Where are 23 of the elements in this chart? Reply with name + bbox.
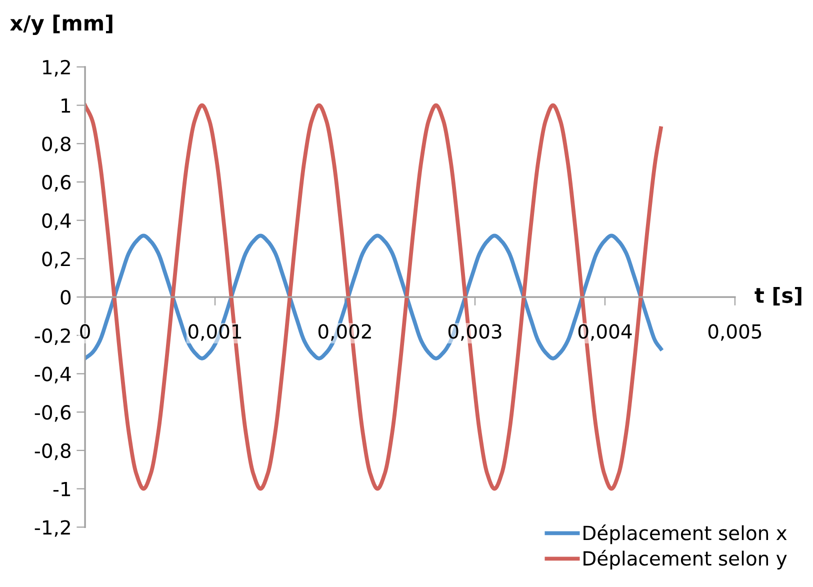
x-tick-label: 0,001 (188, 324, 242, 341)
y-tick-label: 1,2 (43, 60, 70, 77)
x-tick-label: 0,003 (448, 324, 502, 341)
y-tick-label: 0 (60, 290, 71, 305)
y-tick-label: 1 (62, 98, 70, 113)
y-tick-label: -0,4 (34, 366, 71, 384)
y-axis-title: x/y [mm] (10, 14, 112, 35)
legend-label: Déplacement selon x (584, 524, 787, 544)
y-tick-label: -1 (53, 482, 70, 496)
y-tick-label: 0,4 (42, 213, 71, 230)
legend-label: Déplacement selon y (584, 550, 787, 570)
y-tick-label: -0,2 (34, 328, 70, 346)
x-tick-label: 0,002 (318, 324, 371, 341)
x-tick-label: 0,005 (708, 324, 762, 341)
y-tick-label: -0,8 (34, 443, 71, 460)
y-tick-label: -0,6 (34, 405, 71, 422)
y-tick-label: 0,2 (42, 252, 70, 268)
x-tick-label: 0,004 (578, 324, 632, 341)
y-tick-label: 0,6 (42, 174, 71, 192)
y-tick-label: 0,8 (42, 136, 71, 154)
x-axis-title: t [s] (754, 286, 802, 306)
x-tick-label: 0 (80, 324, 90, 339)
y-tick-label: -1,2 (34, 520, 70, 537)
